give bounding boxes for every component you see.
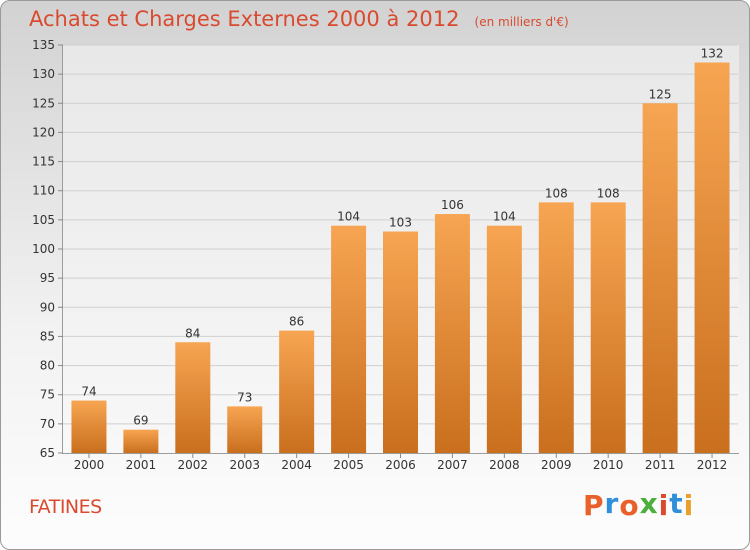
data-label-2012: 132: [701, 46, 724, 60]
data-label-2010: 108: [597, 186, 620, 200]
y-tick-label: 105: [32, 213, 55, 227]
logo-letter: x: [639, 487, 659, 520]
bar-2002: [175, 342, 211, 453]
x-tick-label-2007: 2007: [437, 458, 468, 472]
y-tick-label: 120: [32, 125, 55, 139]
data-labels: 74 69 84 73 86 104 103 106 104 108 108 125 132: [81, 46, 723, 427]
logo-letter: i: [658, 489, 670, 522]
proxiti-logo: Proxiti: [583, 487, 695, 522]
logo-letter: t: [669, 487, 684, 520]
data-label-2000: 74: [81, 385, 96, 399]
bar-2005: [331, 225, 367, 453]
logo-letter: o: [619, 489, 640, 522]
y-tick-label: 65: [40, 446, 55, 460]
x-tick-label-2005: 2005: [333, 458, 364, 472]
bar-2009: [538, 202, 574, 453]
y-tick-label: 95: [40, 271, 55, 285]
x-tick-label-2008: 2008: [489, 458, 520, 472]
bars: [71, 62, 730, 454]
y-axis: 65 70 75 80 85 90 95 100 105 110 115 120 125 130 135: [32, 38, 63, 460]
x-tick-label-2010: 2010: [593, 458, 624, 472]
bar-2008: [486, 225, 522, 453]
x-tick-label-2003: 2003: [229, 458, 260, 472]
x-tick-label-2006: 2006: [385, 458, 416, 472]
data-label-2001: 69: [133, 414, 148, 428]
commune-name: FATINES: [29, 496, 102, 518]
x-tick-label-2009: 2009: [541, 458, 572, 472]
y-tick-label: 85: [40, 329, 55, 343]
chart-title: Achats et Charges Externes 2000 à 2012 (…: [29, 7, 569, 31]
y-tick-label: 90: [40, 300, 55, 314]
title-text: Achats et Charges Externes 2000 à 2012: [29, 7, 460, 31]
data-label-2006: 103: [389, 216, 412, 230]
bar-2000: [71, 400, 107, 453]
y-tick-label: 100: [32, 242, 55, 256]
data-label-2007: 106: [441, 198, 464, 212]
bar-2010: [590, 202, 626, 453]
data-label-2005: 104: [337, 210, 360, 224]
logo-letter: P: [583, 489, 605, 522]
y-tick-label: 125: [32, 96, 55, 110]
bar-2011: [642, 103, 678, 454]
bar-2006: [383, 231, 418, 453]
bar-2003: [227, 406, 263, 453]
y-tick-label: 80: [40, 359, 55, 373]
x-tick-label-2000: 2000: [74, 458, 105, 472]
y-tick-label: 110: [32, 184, 55, 198]
y-tick-label: 135: [32, 38, 55, 52]
bar-2007: [434, 214, 470, 453]
y-tick-label: 75: [40, 388, 55, 402]
data-label-2004: 86: [289, 315, 304, 329]
data-label-2011: 125: [649, 87, 672, 101]
x-axis: 2000 2001 2002 2003 2004 2005 2006 2007 2008 2009…: [74, 453, 728, 472]
data-label-2002: 84: [185, 326, 200, 340]
x-tick-label-2012: 2012: [697, 458, 728, 472]
y-tick-label: 130: [32, 67, 55, 81]
x-tick-label-2011: 2011: [645, 458, 676, 472]
y-tick-label: 115: [32, 155, 55, 169]
data-label-2003: 73: [237, 390, 252, 404]
bar-2012: [694, 62, 730, 453]
y-tick-label: 70: [40, 417, 55, 431]
unit-text: (en milliers d'€): [474, 15, 569, 29]
bar-2001: [123, 429, 159, 453]
logo-letter: i: [683, 489, 695, 522]
x-tick-label-2004: 2004: [281, 458, 312, 472]
x-tick-label-2001: 2001: [126, 458, 157, 472]
bar-2004: [279, 330, 315, 453]
x-tick-label-2002: 2002: [178, 458, 209, 472]
logo-letter: r: [604, 487, 620, 520]
data-label-2008: 104: [493, 210, 516, 224]
data-label-2009: 108: [545, 186, 568, 200]
